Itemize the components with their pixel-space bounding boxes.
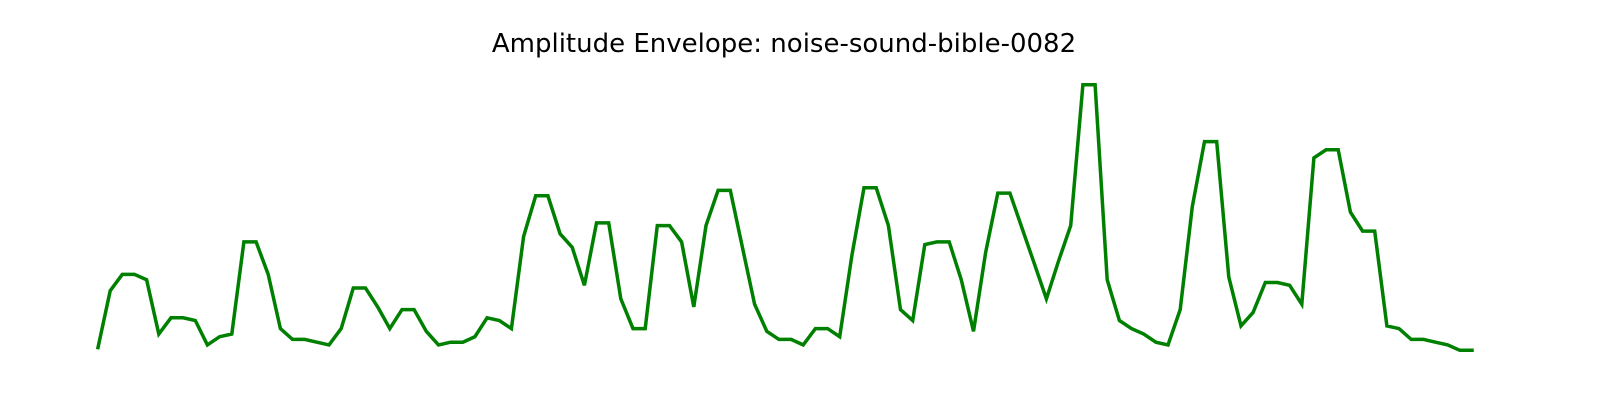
chart-title: Amplitude Envelope: noise-sound-bible-00… <box>492 29 1076 59</box>
plot-area <box>95 82 1474 353</box>
envelope-series-line <box>95 82 1474 353</box>
